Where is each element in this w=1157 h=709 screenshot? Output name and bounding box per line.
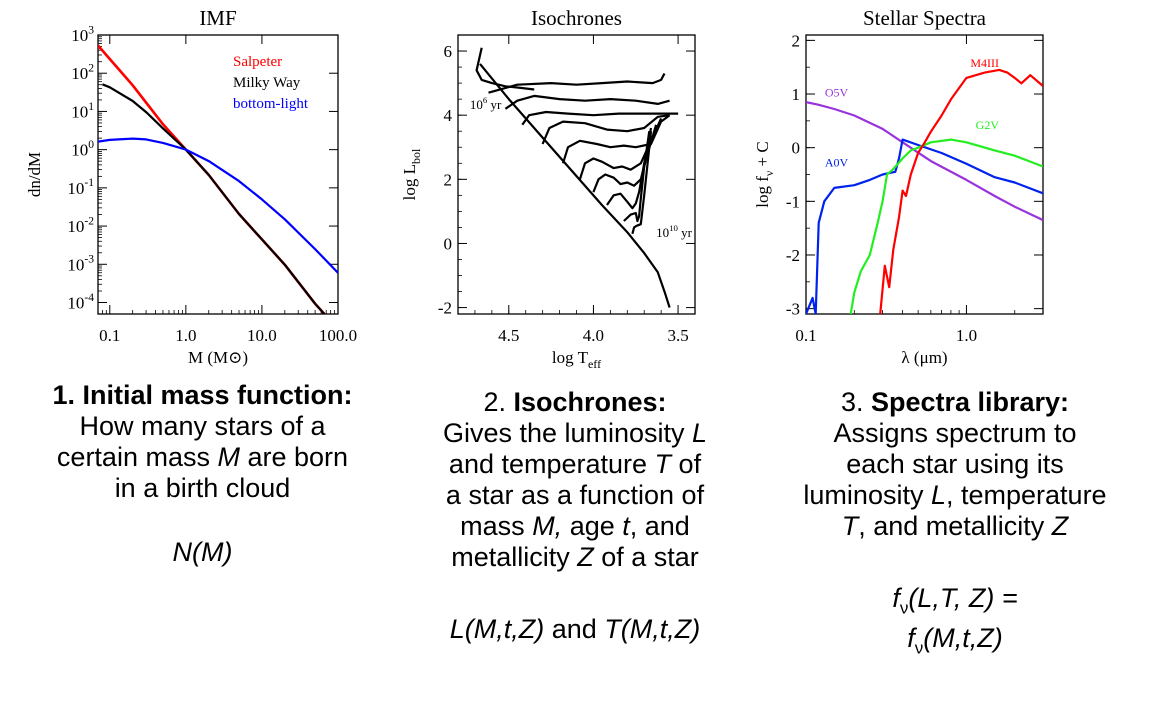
imf-frame bbox=[97, 34, 339, 315]
iso-ytick-label: -2 bbox=[438, 299, 452, 318]
iso-ytick-label: 4 bbox=[444, 106, 453, 125]
spec-ytick-label: -2 bbox=[786, 246, 800, 265]
imf-ytick-label: 103 bbox=[71, 23, 94, 45]
spec-label-g2v: G2V bbox=[976, 118, 1000, 132]
imf-xtick-label: 1.0 bbox=[175, 326, 196, 345]
spec-xtick-label: 0.1 bbox=[795, 326, 816, 345]
imf-ytick-label: 10-1 bbox=[67, 176, 94, 198]
caption-imf-heading: 1. Initial mass function: bbox=[52, 380, 353, 410]
iso-ytick-label: 6 bbox=[444, 42, 453, 61]
caption-spec-line1: Assigns spectrum to bbox=[833, 418, 1077, 448]
spec-title: Stellar Spectra bbox=[863, 6, 987, 30]
caption-spectra: 3. Spectra library: Assigns spectrum to … bbox=[760, 387, 1150, 664]
caption-spec-formula1: fν(L,T, Z) = bbox=[892, 583, 1018, 618]
caption-imf-formula: N(M) bbox=[172, 537, 233, 567]
iso-xtick-label: 4.0 bbox=[583, 326, 604, 345]
spec-frame bbox=[805, 34, 1044, 315]
caption-iso-line4: mass M, age t, and bbox=[460, 511, 690, 541]
spec-ylabel: log fν + C bbox=[753, 141, 776, 208]
iso-ytick-label: 2 bbox=[444, 170, 453, 189]
spec-line-g2v bbox=[849, 138, 1043, 314]
caption-spec-heading: 3. Spectra library: bbox=[840, 387, 1070, 417]
spec-xlabel: λ (μm) bbox=[901, 348, 947, 367]
imf-xtick-label: 0.1 bbox=[99, 326, 120, 345]
isochrones-chart: Isochrones 6 4 2 0 -2 4.5 4.0 3.5 log Teff log Lbo… bbox=[400, 6, 696, 371]
caption-iso-line2: and temperature T of bbox=[448, 449, 702, 479]
iso-annotation-1: 106 yr bbox=[470, 95, 502, 112]
imf-line-milky-way bbox=[101, 83, 326, 314]
caption-spec-line3: luminosity L, temperature bbox=[803, 480, 1107, 510]
iso-line-iso-10 bbox=[623, 131, 651, 223]
iso-line-zams bbox=[479, 63, 671, 308]
iso-title: Isochrones bbox=[531, 6, 622, 30]
spec-ytick-label: -3 bbox=[786, 300, 800, 319]
imf-xlabel: M (M⊙) bbox=[188, 348, 248, 367]
caption-iso-heading: 2. Isochrones: bbox=[483, 387, 667, 417]
iso-ytick-label: 0 bbox=[444, 234, 453, 253]
imf-chart: IMF 103 102 101 100 10-1 10-2 10-3 10-4 0.1 1.0 10.… bbox=[25, 6, 357, 367]
iso-ylabel: log Lbol bbox=[400, 148, 423, 200]
imf-legend-bottom-light: bottom-light bbox=[233, 96, 309, 112]
imf-ytick-label: 102 bbox=[71, 62, 94, 84]
spec-xtick-label: 1.0 bbox=[956, 326, 977, 345]
iso-line-10-10-yr bbox=[631, 131, 653, 235]
imf-xtick-label: 100.0 bbox=[319, 326, 357, 345]
spec-ytick-label: 2 bbox=[792, 31, 801, 50]
iso-annotation-2: 1010 yr bbox=[656, 223, 693, 240]
spec-ytick-label: 0 bbox=[792, 139, 801, 158]
iso-line-iso-6 bbox=[561, 114, 671, 164]
iso-xlabel: log Teff bbox=[552, 348, 601, 371]
iso-line-10-6-yr bbox=[475, 47, 535, 91]
spec-ytick-label: -1 bbox=[786, 192, 800, 211]
imf-legend-salpeter: Salpeter bbox=[233, 54, 282, 70]
iso-xtick-label: 4.5 bbox=[498, 326, 519, 345]
spectra-chart: Stellar Spectra 2 1 0 -1 -2 -3 0.1 1.0 λ (μm) log … bbox=[753, 6, 1044, 367]
caption-spec-formula2: fν(M,t,Z) bbox=[907, 623, 1003, 658]
caption-isochrones: 2. Isochrones: Gives the luminosity L an… bbox=[400, 387, 750, 645]
caption-imf: 1. Initial mass function: How many stars… bbox=[20, 380, 385, 568]
iso-line-iso-2 bbox=[488, 72, 666, 94]
imf-ytick-label: 10-3 bbox=[67, 253, 94, 275]
iso-line-iso-3 bbox=[504, 94, 670, 110]
spec-label-a0v: A0V bbox=[825, 155, 849, 169]
caption-iso-line5: metallicity Z of a star bbox=[451, 542, 699, 572]
caption-iso-formula: L(M,t,Z) and T(M,t,Z) bbox=[449, 614, 701, 644]
caption-iso-line1: Gives the luminosity L bbox=[442, 418, 708, 448]
spec-label-o5v: O5V bbox=[825, 86, 849, 100]
iso-line-iso-5 bbox=[541, 114, 670, 145]
caption-imf-line3: in a birth cloud bbox=[114, 473, 291, 503]
imf-ytick-label: 101 bbox=[71, 100, 94, 122]
spec-line-m4iii bbox=[879, 68, 1043, 314]
imf-ytick-label: 100 bbox=[71, 138, 94, 160]
iso-line-iso-4 bbox=[521, 110, 679, 126]
caption-imf-line1: How many stars of a bbox=[79, 411, 326, 441]
imf-ytick-label: 10-4 bbox=[67, 291, 94, 313]
imf-line-bottom-light bbox=[98, 137, 338, 274]
imf-ylabel: dn/dM bbox=[25, 152, 44, 197]
iso-xtick-label: 3.5 bbox=[667, 326, 688, 345]
caption-spec-line2: each star using its bbox=[846, 449, 1064, 479]
caption-imf-line2: certain mass M are born bbox=[56, 442, 349, 472]
caption-iso-line3: a star as a function of bbox=[445, 480, 705, 510]
imf-ytick-label: 10-2 bbox=[67, 214, 94, 236]
imf-xtick-label: 10.0 bbox=[247, 326, 277, 345]
spec-label-m4iii: M4III bbox=[970, 56, 999, 70]
spec-ytick-label: 1 bbox=[792, 85, 801, 104]
imf-title: IMF bbox=[199, 6, 236, 30]
caption-spec-line4: T, and metallicity Z bbox=[841, 511, 1069, 541]
imf-legend-milky-way: Milky Way bbox=[233, 75, 301, 91]
